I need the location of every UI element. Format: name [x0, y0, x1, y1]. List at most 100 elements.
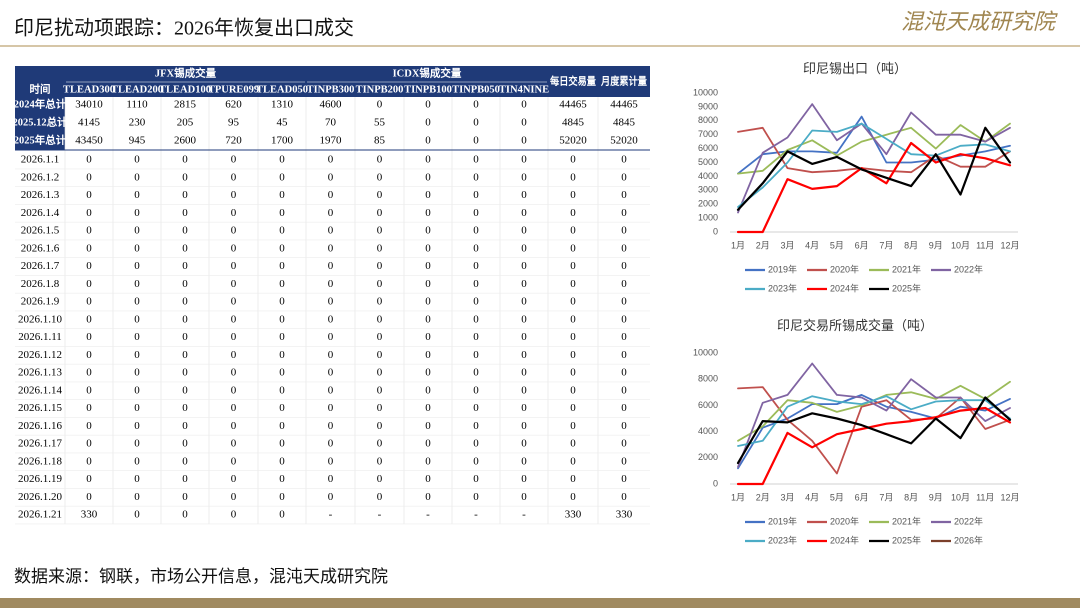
table-cell: 0 — [279, 189, 285, 201]
table-cell: 0 — [86, 473, 92, 485]
table-corner: 时间 — [30, 82, 51, 95]
table-cell: 0 — [182, 278, 188, 290]
table-cell: 0 — [279, 260, 285, 272]
series-line — [737, 395, 1011, 447]
table-cell: 0 — [279, 349, 285, 361]
table-cell: 0 — [570, 473, 576, 485]
x-tick-label: 10月 — [951, 492, 970, 502]
row-label: 2025年总计 — [14, 133, 67, 146]
table-cell: 0 — [86, 384, 92, 396]
table-header — [15, 66, 650, 97]
table-cell: 0 — [182, 367, 188, 379]
row-label: 2024年总计 — [14, 97, 67, 110]
table-cell: 0 — [86, 171, 92, 183]
table-cell: 0 — [621, 455, 627, 467]
table-cell: 0 — [570, 207, 576, 219]
table-cell: 0 — [521, 154, 527, 166]
table-cell: 0 — [570, 225, 576, 237]
table-cell: 0 — [86, 225, 92, 237]
table-cell: 0 — [521, 313, 527, 325]
row-label: 2026.1.3 — [21, 189, 60, 201]
legend-label: 2025年 — [892, 282, 921, 293]
table-cell: 0 — [473, 278, 479, 290]
table-cell: - — [378, 509, 382, 521]
column-header: TLEAD300 — [63, 84, 115, 95]
table-cell: 2600 — [174, 135, 197, 147]
table-cell: 44465 — [610, 99, 638, 111]
legend-label: 2026年 — [954, 534, 983, 545]
table-cell: 0 — [134, 367, 140, 379]
series-line — [737, 380, 1011, 442]
table-cell: 205 — [177, 117, 194, 129]
table-cell: 0 — [570, 260, 576, 272]
table-cell: 0 — [134, 313, 140, 325]
table-cell: 0 — [377, 242, 383, 254]
legend-label: 2020年 — [830, 515, 859, 526]
table-cell: 0 — [328, 402, 334, 414]
table-cell: 0 — [231, 207, 237, 219]
legend-label: 2024年 — [830, 282, 859, 293]
row-label: 2026.1.16 — [18, 420, 63, 432]
table-cell: 0 — [621, 349, 627, 361]
x-tick-label: 3月 — [780, 492, 794, 502]
group-header: ICDX锡成交量 — [393, 66, 462, 79]
table-cell: 0 — [86, 154, 92, 166]
table-cell: 0 — [521, 189, 527, 201]
table-cell: 0 — [279, 171, 285, 183]
x-tick-label: 5月 — [830, 492, 844, 502]
table-cell: 0 — [134, 207, 140, 219]
table-cell: 0 — [86, 491, 92, 503]
summary-label-bg — [15, 97, 65, 150]
y-tick-label: 2000 — [698, 452, 718, 462]
table-cell: 0 — [473, 225, 479, 237]
table-cell: 0 — [521, 491, 527, 503]
table-cell: 0 — [134, 402, 140, 414]
table-cell: 0 — [86, 331, 92, 343]
series-line — [737, 126, 1011, 174]
table-cell: 0 — [377, 331, 383, 343]
table-cell: 0 — [231, 420, 237, 432]
table-cell: 0 — [134, 491, 140, 503]
table-cell: 0 — [328, 171, 334, 183]
table-cell: 0 — [473, 154, 479, 166]
table-cell: 0 — [521, 455, 527, 467]
table-cell: 0 — [328, 296, 334, 308]
table-cell: 0 — [473, 242, 479, 254]
table-cell: 1970 — [320, 135, 343, 147]
y-tick-label: 6000 — [698, 400, 718, 410]
table-cell: 0 — [621, 438, 627, 450]
table-cell: 0 — [279, 438, 285, 450]
column-header: TIN4NINE — [499, 84, 549, 95]
table-cell: 0 — [621, 313, 627, 325]
table-cell: 0 — [425, 296, 431, 308]
table-cell: 0 — [521, 260, 527, 272]
table-cell: 0 — [621, 154, 627, 166]
table-cell: 0 — [621, 331, 627, 343]
table-cell: 0 — [279, 154, 285, 166]
table-cell: 43450 — [75, 135, 103, 147]
row-label: 2026.1.11 — [18, 331, 62, 343]
table-cell: 0 — [425, 260, 431, 272]
table-cell: - — [474, 509, 478, 521]
table-cell: 1310 — [271, 99, 294, 111]
table-cell: 0 — [231, 189, 237, 201]
legend-label: 2019年 — [768, 263, 797, 274]
table-cell: 0 — [570, 384, 576, 396]
table-cell: 1110 — [126, 99, 148, 111]
table-cell: 0 — [473, 260, 479, 272]
table-cell: 0 — [377, 455, 383, 467]
table-cell: 0 — [521, 384, 527, 396]
table-cell: 0 — [231, 154, 237, 166]
x-tick-label: 8月 — [904, 492, 918, 502]
table-cell: 0 — [570, 278, 576, 290]
y-tick-label: 5000 — [698, 157, 718, 167]
table-cell: 0 — [570, 171, 576, 183]
table-cell: 0 — [473, 402, 479, 414]
x-tick-label: 4月 — [805, 492, 819, 502]
table-cell: 0 — [86, 313, 92, 325]
table-cell: 0 — [473, 367, 479, 379]
table-cell: 0 — [425, 225, 431, 237]
table-cell: 0 — [473, 473, 479, 485]
table-cell: 0 — [621, 171, 627, 183]
